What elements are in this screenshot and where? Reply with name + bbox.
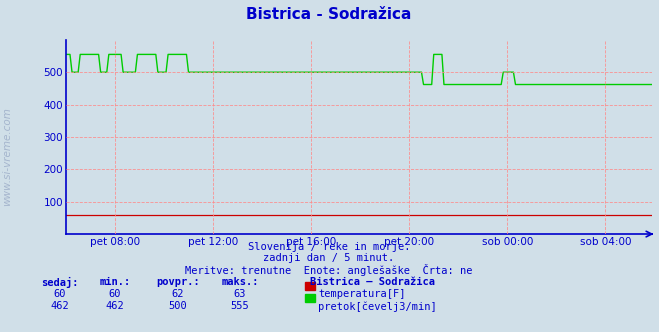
Bar [305,282,315,290]
Text: min.:: min.: [100,277,130,287]
Text: sedaj:: sedaj: [42,277,78,288]
Text: pretok[čevelj3/min]: pretok[čevelj3/min] [318,301,437,311]
Text: temperatura[F]: temperatura[F] [318,289,405,299]
Text: www.si-vreme.com: www.si-vreme.com [2,108,12,207]
Text: Bistrica - Sodražica: Bistrica - Sodražica [246,7,412,22]
Text: Bistrica – Sodražica: Bistrica – Sodražica [310,277,435,287]
Text: 462: 462 [105,301,125,311]
Text: 555: 555 [231,301,249,311]
Text: 462: 462 [51,301,69,311]
Text: 60: 60 [54,289,67,299]
Text: 62: 62 [172,289,185,299]
Text: 500: 500 [169,301,187,311]
Text: Slovenija / reke in morje.: Slovenija / reke in morje. [248,242,411,252]
Text: povpr.:: povpr.: [156,277,200,287]
Bar [305,293,315,301]
Text: zadnji dan / 5 minut.: zadnji dan / 5 minut. [264,253,395,263]
Text: Meritve: trenutne  Enote: anglešaške  Črta: ne: Meritve: trenutne Enote: anglešaške Črta… [185,264,473,276]
Text: maks.:: maks.: [221,277,259,287]
Text: 60: 60 [109,289,121,299]
Text: 63: 63 [234,289,246,299]
